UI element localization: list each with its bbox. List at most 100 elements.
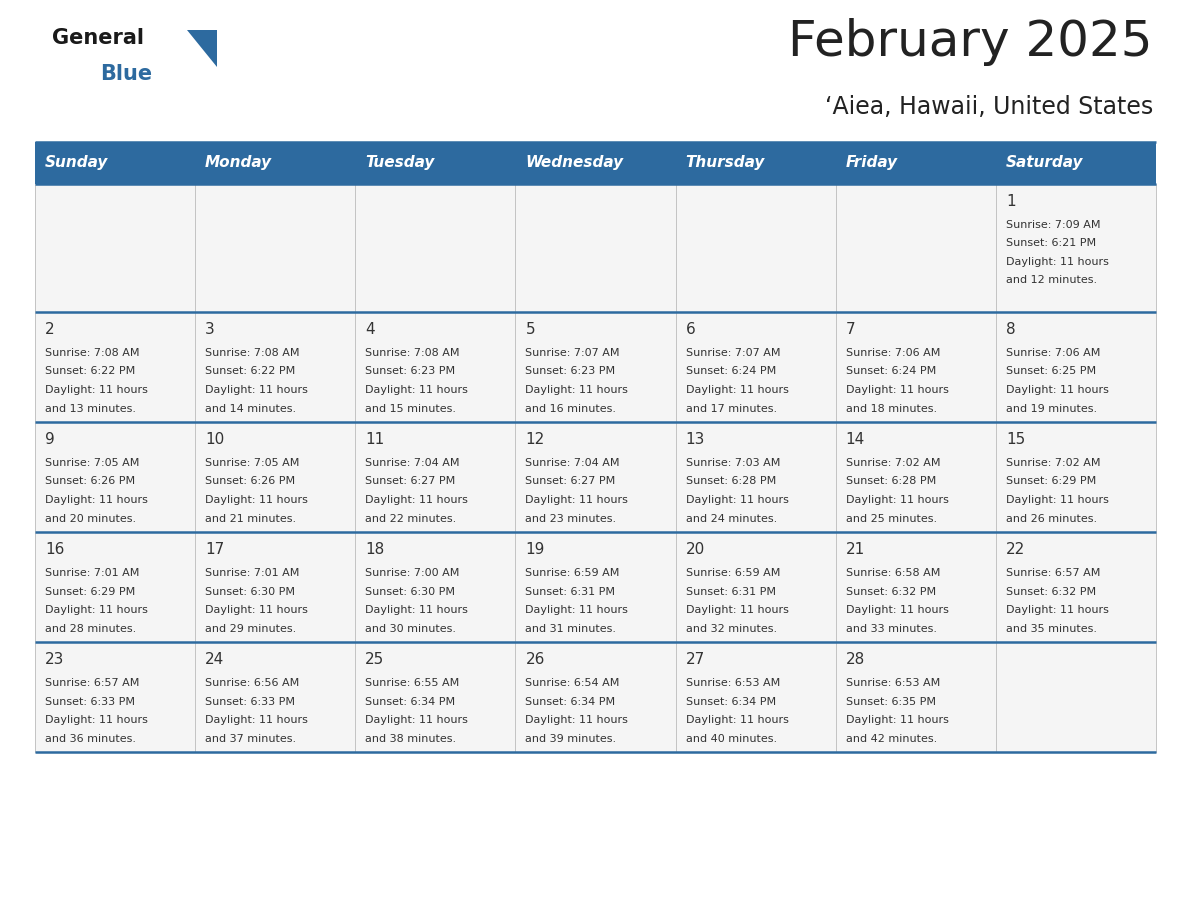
Bar (516, 422, 676, 532)
Text: and 39 minutes.: and 39 minutes. (525, 733, 617, 744)
Bar (34, 142, 195, 184)
Text: Daylight: 11 hours: Daylight: 11 hours (846, 385, 948, 395)
Text: Daylight: 11 hours: Daylight: 11 hours (846, 715, 948, 725)
Text: Sunset: 6:32 PM: Sunset: 6:32 PM (1006, 587, 1097, 597)
Text: 3: 3 (206, 322, 215, 337)
Text: 24: 24 (206, 652, 225, 667)
Text: Daylight: 11 hours: Daylight: 11 hours (45, 385, 147, 395)
Text: Sunset: 6:28 PM: Sunset: 6:28 PM (846, 476, 936, 487)
Text: February 2025: February 2025 (789, 18, 1154, 66)
Bar (516, 184, 676, 312)
Text: 25: 25 (365, 652, 385, 667)
Text: Daylight: 11 hours: Daylight: 11 hours (206, 605, 308, 615)
Text: Blue: Blue (100, 64, 152, 84)
Bar (676, 642, 835, 752)
Text: and 30 minutes.: and 30 minutes. (365, 623, 456, 633)
Bar (835, 142, 996, 184)
Text: Daylight: 11 hours: Daylight: 11 hours (45, 715, 147, 725)
Text: Daylight: 11 hours: Daylight: 11 hours (685, 385, 789, 395)
Text: 8: 8 (1006, 322, 1016, 337)
Text: Sunset: 6:26 PM: Sunset: 6:26 PM (45, 476, 135, 487)
Text: 10: 10 (206, 432, 225, 447)
Bar (835, 532, 996, 642)
Text: 12: 12 (525, 432, 544, 447)
Text: Monday: Monday (206, 155, 272, 171)
Text: Daylight: 11 hours: Daylight: 11 hours (525, 495, 628, 505)
Text: Sunrise: 7:08 AM: Sunrise: 7:08 AM (206, 348, 299, 358)
Text: Sunday: Sunday (45, 155, 108, 171)
Text: 15: 15 (1006, 432, 1025, 447)
Text: Daylight: 11 hours: Daylight: 11 hours (206, 495, 308, 505)
Text: Sunrise: 7:04 AM: Sunrise: 7:04 AM (525, 458, 620, 468)
Text: Sunrise: 7:09 AM: Sunrise: 7:09 AM (1006, 220, 1100, 230)
Text: Sunset: 6:29 PM: Sunset: 6:29 PM (45, 587, 135, 597)
Text: 7: 7 (846, 322, 855, 337)
Text: 6: 6 (685, 322, 695, 337)
Text: Sunrise: 7:06 AM: Sunrise: 7:06 AM (1006, 348, 1100, 358)
Text: Sunrise: 7:01 AM: Sunrise: 7:01 AM (206, 568, 299, 578)
Bar (996, 422, 1156, 532)
Text: Sunrise: 6:59 AM: Sunrise: 6:59 AM (685, 568, 781, 578)
Text: Thursday: Thursday (685, 155, 765, 171)
Bar (996, 184, 1156, 312)
Text: Sunrise: 7:01 AM: Sunrise: 7:01 AM (45, 568, 139, 578)
Text: Sunrise: 7:02 AM: Sunrise: 7:02 AM (846, 458, 940, 468)
Text: Daylight: 11 hours: Daylight: 11 hours (365, 495, 468, 505)
Bar (195, 642, 355, 752)
Text: and 24 minutes.: and 24 minutes. (685, 513, 777, 523)
Text: 28: 28 (846, 652, 865, 667)
Text: Daylight: 11 hours: Daylight: 11 hours (365, 385, 468, 395)
Text: Sunset: 6:26 PM: Sunset: 6:26 PM (206, 476, 296, 487)
Bar (34, 642, 195, 752)
Text: 16: 16 (45, 542, 64, 557)
Text: Sunrise: 6:59 AM: Sunrise: 6:59 AM (525, 568, 620, 578)
Text: Daylight: 11 hours: Daylight: 11 hours (685, 715, 789, 725)
Text: 19: 19 (525, 542, 545, 557)
Text: Sunrise: 7:00 AM: Sunrise: 7:00 AM (365, 568, 460, 578)
Text: 20: 20 (685, 542, 704, 557)
Text: Sunrise: 6:53 AM: Sunrise: 6:53 AM (846, 678, 940, 688)
Text: Sunrise: 6:57 AM: Sunrise: 6:57 AM (1006, 568, 1100, 578)
Text: Sunset: 6:34 PM: Sunset: 6:34 PM (365, 697, 455, 707)
Bar (676, 184, 835, 312)
Text: and 29 minutes.: and 29 minutes. (206, 623, 296, 633)
Text: ‘Aiea, Hawaii, United States: ‘Aiea, Hawaii, United States (824, 95, 1154, 119)
Bar (676, 422, 835, 532)
Text: and 25 minutes.: and 25 minutes. (846, 513, 937, 523)
Text: Sunrise: 7:06 AM: Sunrise: 7:06 AM (846, 348, 940, 358)
Bar (34, 184, 195, 312)
Text: Sunset: 6:22 PM: Sunset: 6:22 PM (206, 366, 296, 376)
Text: Daylight: 11 hours: Daylight: 11 hours (1006, 605, 1108, 615)
Text: 4: 4 (365, 322, 375, 337)
Text: Sunset: 6:28 PM: Sunset: 6:28 PM (685, 476, 776, 487)
Text: Daylight: 11 hours: Daylight: 11 hours (1006, 495, 1108, 505)
Text: 2: 2 (45, 322, 55, 337)
Text: and 22 minutes.: and 22 minutes. (365, 513, 456, 523)
Bar (835, 312, 996, 422)
Bar (516, 532, 676, 642)
Text: and 20 minutes.: and 20 minutes. (45, 513, 137, 523)
Text: Sunset: 6:27 PM: Sunset: 6:27 PM (525, 476, 615, 487)
Text: Wednesday: Wednesday (525, 155, 624, 171)
Text: Sunrise: 6:58 AM: Sunrise: 6:58 AM (846, 568, 940, 578)
Text: 14: 14 (846, 432, 865, 447)
Text: Tuesday: Tuesday (365, 155, 435, 171)
Text: and 37 minutes.: and 37 minutes. (206, 733, 296, 744)
Bar (676, 312, 835, 422)
Text: Daylight: 11 hours: Daylight: 11 hours (1006, 257, 1108, 267)
Bar (195, 312, 355, 422)
Text: Sunrise: 6:56 AM: Sunrise: 6:56 AM (206, 678, 299, 688)
Text: Daylight: 11 hours: Daylight: 11 hours (45, 605, 147, 615)
Text: Sunset: 6:24 PM: Sunset: 6:24 PM (846, 366, 936, 376)
Bar (516, 142, 676, 184)
Text: Sunset: 6:30 PM: Sunset: 6:30 PM (365, 587, 455, 597)
Text: Daylight: 11 hours: Daylight: 11 hours (525, 605, 628, 615)
Text: Daylight: 11 hours: Daylight: 11 hours (525, 385, 628, 395)
Text: Sunrise: 7:04 AM: Sunrise: 7:04 AM (365, 458, 460, 468)
Bar (34, 422, 195, 532)
Text: Sunrise: 7:07 AM: Sunrise: 7:07 AM (525, 348, 620, 358)
Text: and 36 minutes.: and 36 minutes. (45, 733, 135, 744)
Bar (195, 184, 355, 312)
Text: Sunrise: 7:02 AM: Sunrise: 7:02 AM (1006, 458, 1100, 468)
Text: Daylight: 11 hours: Daylight: 11 hours (846, 495, 948, 505)
